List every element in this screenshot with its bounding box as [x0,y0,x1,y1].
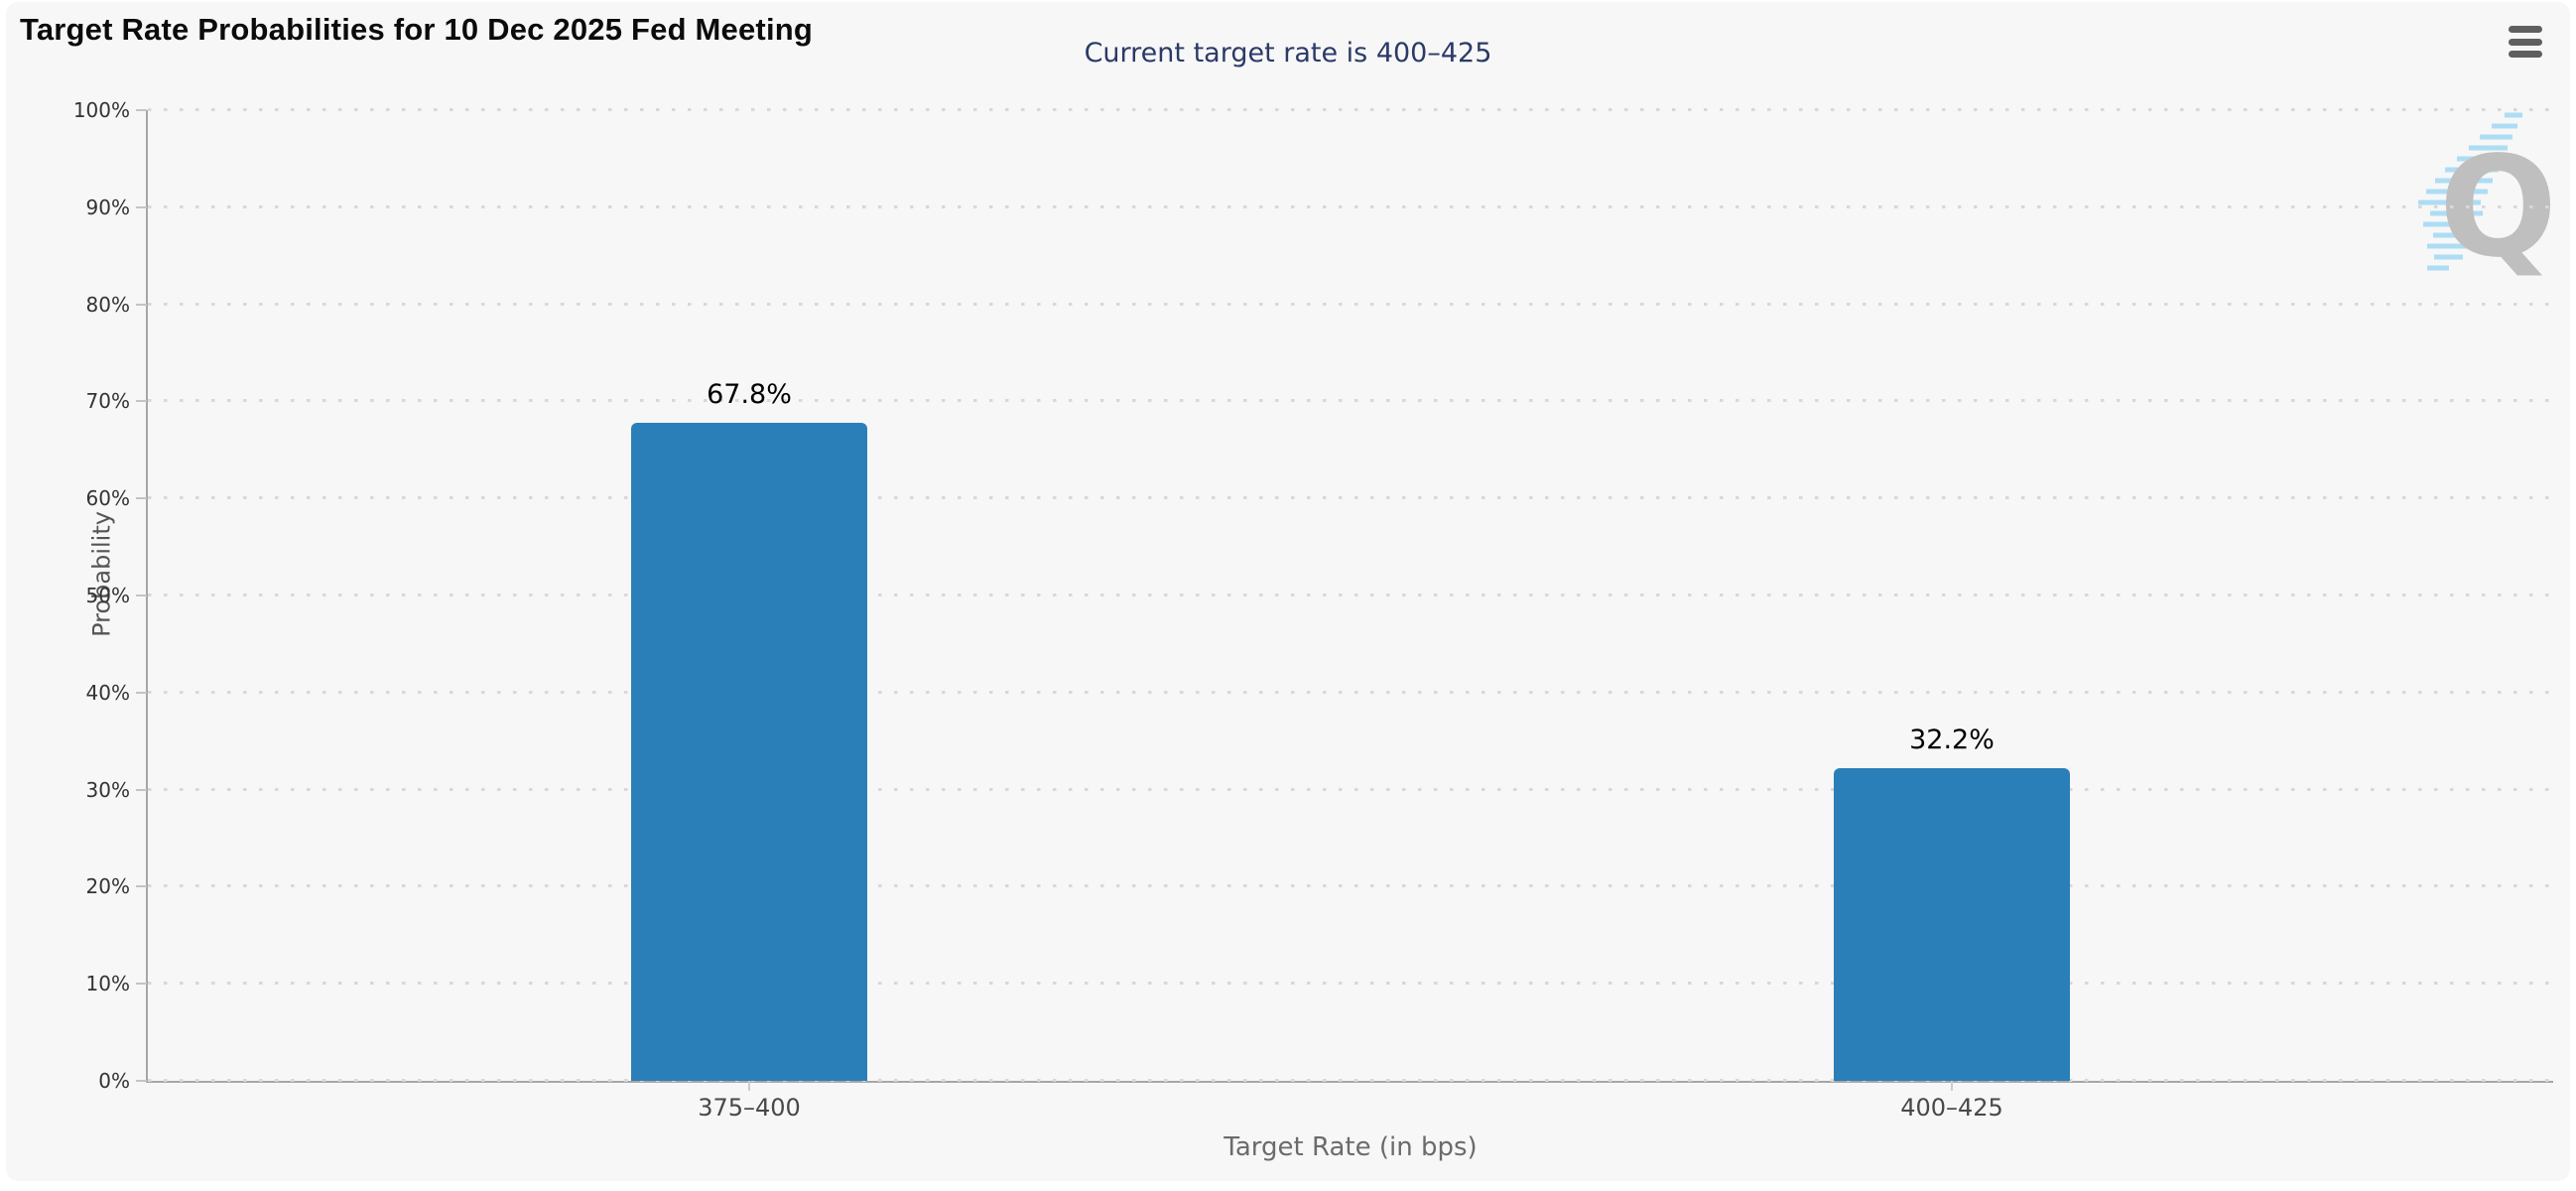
bar-375-400[interactable] [631,422,867,1081]
y-axis-tick [136,595,147,596]
y-axis-tick [136,205,147,208]
chart-subtitle: Current target rate is 400–425 [1084,38,1492,68]
y-axis-tick [136,109,147,111]
y-axis-tick [136,400,147,403]
y-gridline [148,399,2553,403]
y-axis-tick [136,1080,147,1082]
x-axis-tick-label: 375–400 [698,1094,801,1122]
x-axis-tick-label: 400–425 [1900,1094,2003,1122]
x-axis-title: Target Rate (in bps) [1224,1132,1478,1162]
x-axis-tick [1951,1081,1953,1091]
y-axis-tick-label: 50% [85,584,130,607]
y-axis-tick-label: 70% [85,389,130,414]
y-axis-tick-label: 20% [85,874,130,899]
y-gridline [148,594,2553,596]
y-gridline [148,884,2553,888]
y-gridline [148,690,2553,694]
y-axis-tick [136,303,147,306]
y-gridline [148,1079,2553,1082]
hamburger-bar [2509,38,2542,46]
y-gridline [148,108,2553,111]
bar-value-label: 67.8% [707,378,792,410]
y-axis-tick-label: 10% [85,972,130,996]
chart-panel: Target Rate Probabilities for 10 Dec 202… [6,2,2570,1181]
y-axis-tick-label: 40% [85,680,130,705]
hamburger-menu-icon[interactable] [2509,25,2542,59]
hamburger-bar [2509,51,2542,58]
chart-title: Target Rate Probabilities for 10 Dec 202… [20,12,814,47]
y-gridline [148,302,2553,306]
y-axis-tick-label: 0% [98,1069,130,1093]
y-axis-tick [136,497,147,500]
y-gridline [148,787,2553,791]
y-axis-tick [136,788,147,791]
bar-400-425[interactable] [1834,768,2070,1081]
y-gridline [148,496,2553,500]
y-axis-tick-label: 80% [85,292,130,317]
y-axis-tick-label: 30% [85,777,130,802]
y-axis-tick [136,691,147,694]
quikstrike-q-watermark-icon: Q [2418,112,2556,280]
bar-value-label: 32.2% [1909,725,1995,756]
hamburger-bar [2509,26,2542,33]
watermark-letter: Q [2439,127,2556,280]
y-axis-tick-label: 100% [72,98,130,122]
y-axis-tick-label: 90% [85,195,130,219]
y-axis-title: Probability [87,511,116,637]
y-gridline [148,204,2553,208]
plot-area: Probability Target Rate (in bps) 0% 10% 20… [73,98,2553,1162]
y-axis-tick-label: 60% [85,486,130,511]
y-axis-tick [136,983,147,986]
y-axis-tick [136,885,147,888]
y-gridline [148,982,2553,986]
x-axis-tick [748,1081,750,1091]
